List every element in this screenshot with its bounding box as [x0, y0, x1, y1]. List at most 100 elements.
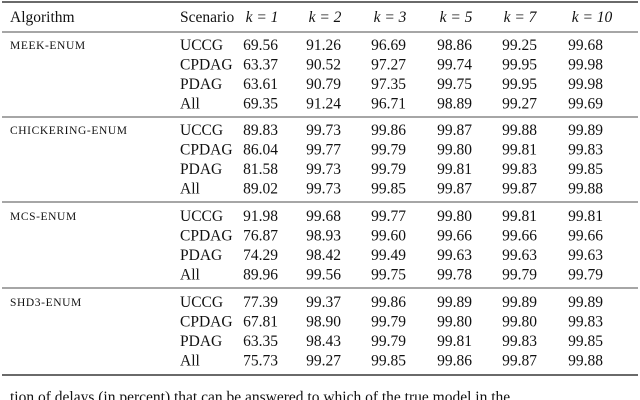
algorithm-name: SHD3-ENUM — [10, 297, 82, 309]
value-cell: 99.63 — [437, 247, 472, 264]
scenario-cell: CPDAG — [180, 142, 233, 159]
value-cell: 99.74 — [437, 57, 472, 74]
value-cell: 69.35 — [243, 96, 278, 113]
value-cell: 98.93 — [306, 228, 341, 245]
value-cell: 99.75 — [437, 76, 472, 93]
value-cell: 99.86 — [437, 353, 472, 370]
value-cell: 99.68 — [306, 208, 341, 225]
header-cell: k = 3 — [374, 9, 407, 26]
algorithm-name: MEEK-ENUM — [10, 40, 86, 52]
value-cell: 99.87 — [502, 353, 537, 370]
value-cell: 74.29 — [243, 247, 278, 264]
header-cell: k = 7 — [504, 9, 538, 26]
value-cell: 99.81 — [437, 161, 472, 178]
value-cell: 98.86 — [437, 37, 472, 54]
value-cell: 91.98 — [243, 208, 278, 225]
header-cell: k = 2 — [309, 9, 342, 26]
value-cell: 90.79 — [306, 76, 341, 93]
value-cell: 99.27 — [306, 353, 341, 370]
value-cell: 99.75 — [371, 267, 406, 284]
value-cell: 99.63 — [568, 247, 603, 264]
value-cell: 99.83 — [502, 161, 537, 178]
value-cell: 63.35 — [243, 333, 278, 350]
value-cell: 63.37 — [243, 57, 278, 74]
value-cell: 99.80 — [437, 314, 472, 331]
value-cell: 99.56 — [306, 267, 341, 284]
value-cell: 91.26 — [306, 37, 341, 54]
value-cell: 99.25 — [502, 37, 537, 54]
value-cell: 99.79 — [502, 267, 537, 284]
value-cell: 97.35 — [371, 76, 406, 93]
value-cell: 99.85 — [568, 161, 603, 178]
value-cell: 90.52 — [306, 57, 341, 74]
value-cell: 99.79 — [371, 142, 406, 159]
scenario-cell: All — [180, 353, 200, 370]
value-cell: 99.86 — [371, 122, 406, 139]
value-cell: 98.90 — [306, 314, 341, 331]
value-cell: 98.42 — [306, 247, 341, 264]
caption: tion of delays (in percent) that can be … — [10, 389, 510, 400]
value-cell: 75.73 — [243, 353, 278, 370]
scenario-cell: UCCG — [180, 294, 223, 311]
value-cell: 98.43 — [306, 333, 341, 350]
algorithm-name: CHICKERING-ENUM — [10, 125, 128, 137]
scenario-cell: All — [180, 267, 200, 284]
scenario-cell: CPDAG — [180, 57, 233, 74]
value-cell: 99.80 — [437, 142, 472, 159]
value-cell: 98.89 — [437, 96, 472, 113]
value-cell: 96.71 — [371, 96, 406, 113]
value-cell: 99.66 — [437, 228, 472, 245]
value-cell: 99.66 — [502, 228, 537, 245]
header-cell: k = 1 — [246, 9, 279, 26]
scenario-cell: CPDAG — [180, 314, 233, 331]
value-cell: 99.68 — [568, 37, 603, 54]
scenario-cell: UCCG — [180, 37, 223, 54]
value-cell: 99.73 — [306, 181, 341, 198]
value-cell: 77.39 — [243, 294, 278, 311]
value-cell: 99.81 — [437, 333, 472, 350]
value-cell: 99.85 — [371, 353, 406, 370]
value-cell: 99.83 — [502, 333, 537, 350]
value-cell: 99.79 — [371, 161, 406, 178]
value-cell: 99.88 — [568, 353, 603, 370]
value-cell: 99.49 — [371, 247, 406, 264]
value-cell: 99.89 — [502, 294, 537, 311]
value-cell: 99.80 — [502, 314, 537, 331]
value-cell: 99.86 — [371, 294, 406, 311]
value-cell: 99.89 — [568, 122, 603, 139]
value-cell: 89.83 — [243, 122, 278, 139]
value-cell: 76.87 — [243, 228, 278, 245]
value-cell: 99.98 — [568, 57, 603, 74]
value-cell: 99.79 — [371, 333, 406, 350]
value-cell: 96.69 — [371, 37, 406, 54]
value-cell: 99.80 — [437, 208, 472, 225]
scenario-cell: All — [180, 181, 200, 198]
value-cell: 99.89 — [437, 294, 472, 311]
value-cell: 99.89 — [568, 294, 603, 311]
value-cell: 99.87 — [437, 122, 472, 139]
value-cell: 99.78 — [437, 267, 472, 284]
value-cell: 89.96 — [243, 267, 278, 284]
value-cell: 99.81 — [502, 208, 537, 225]
header-cell: Algorithm — [10, 9, 75, 26]
value-cell: 99.63 — [502, 247, 537, 264]
scenario-cell: PDAG — [180, 333, 222, 350]
value-cell: 99.88 — [568, 181, 603, 198]
value-cell: 99.69 — [568, 96, 603, 113]
value-cell: 97.27 — [371, 57, 406, 74]
header-cell: k = 5 — [440, 9, 473, 26]
value-cell: 99.60 — [371, 228, 406, 245]
value-cell: 99.83 — [568, 142, 603, 159]
scenario-cell: All — [180, 96, 200, 113]
header-cell: k = 10 — [572, 9, 613, 26]
value-cell: 99.85 — [568, 333, 603, 350]
value-cell: 99.83 — [568, 314, 603, 331]
value-cell: 99.87 — [502, 181, 537, 198]
value-cell: 67.81 — [243, 314, 278, 331]
value-cell: 69.56 — [243, 37, 278, 54]
value-cell: 86.04 — [243, 142, 278, 159]
value-cell: 99.79 — [568, 267, 603, 284]
value-cell: 99.95 — [502, 76, 537, 93]
